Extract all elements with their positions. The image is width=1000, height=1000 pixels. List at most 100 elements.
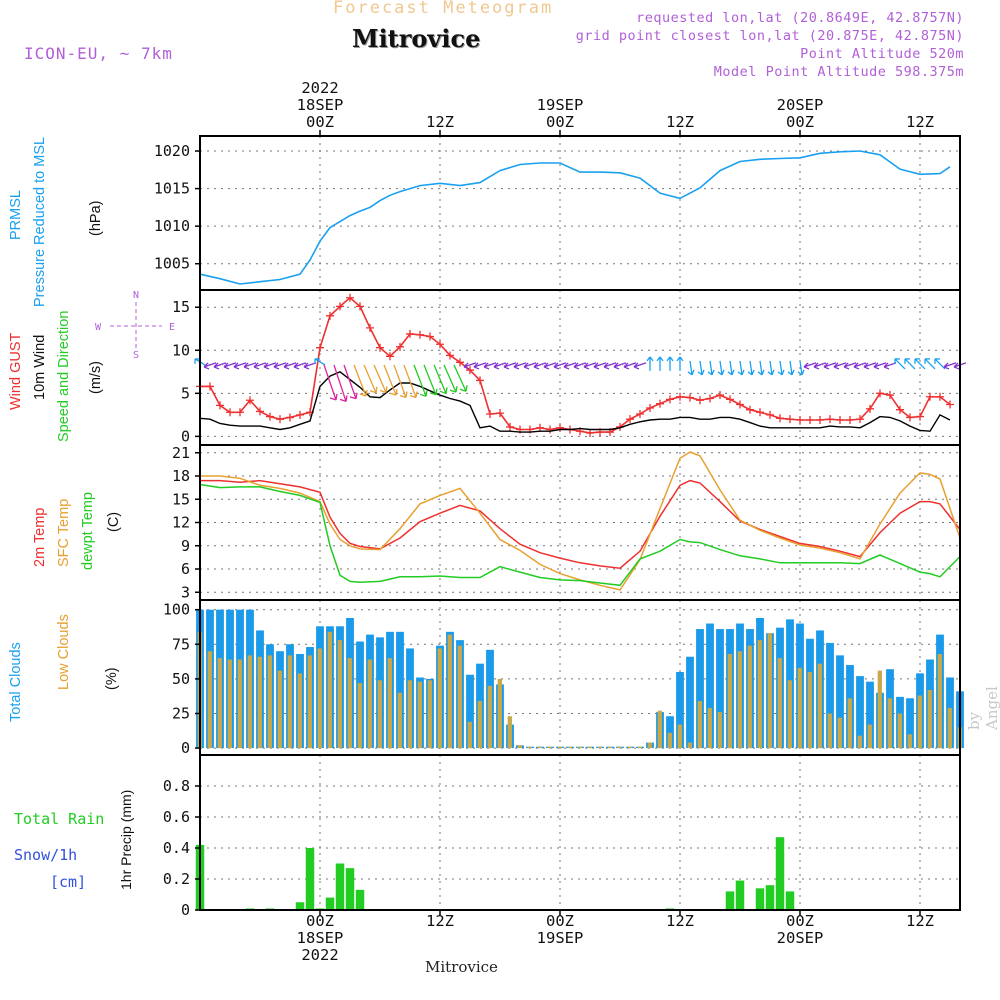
ytick-label: 6 (181, 560, 190, 578)
low-cloud-bar (497, 678, 502, 749)
wind-direction-arrow (303, 362, 317, 370)
low-cloud-bar (507, 716, 512, 749)
wind-direction-arrow (463, 362, 477, 370)
dewpt-line (199, 483, 961, 587)
total-cloud-bar (836, 655, 844, 749)
ytick-label: 9 (181, 537, 190, 555)
panel-frame-4 (199, 754, 961, 911)
gust-point (266, 412, 274, 421)
gust-point (886, 391, 894, 400)
low-cloud-bar (797, 667, 802, 749)
wind-direction-arrow (233, 362, 247, 370)
footer-site: Mitrovice (425, 958, 498, 976)
low-cloud-bar (807, 671, 812, 749)
compass-w-label: W (95, 322, 102, 333)
wind-direction-arrow (656, 356, 664, 371)
wind-direction-arrow (687, 360, 695, 376)
wind-direction-arrow (543, 362, 557, 370)
total-cloud-bar (906, 698, 914, 749)
low-cloud-bar (767, 633, 772, 749)
gust-point (796, 416, 804, 425)
gust-point (496, 409, 504, 418)
panel-frame-0 (199, 135, 961, 291)
wind-direction-arrow (353, 364, 368, 397)
low-cloud-bar (587, 746, 592, 749)
low-cloud-bar (487, 685, 492, 749)
low-cloud-bar (917, 695, 922, 749)
wind-direction-arrow (883, 362, 897, 370)
low-cloud-bar (447, 634, 452, 749)
gust-point (416, 330, 424, 339)
precip-bar (775, 837, 785, 910)
low-cloud-bar (737, 651, 742, 749)
wind-direction-arrow (833, 362, 847, 370)
low-cloud-bar (557, 746, 562, 749)
low-cloud-bar (757, 640, 762, 749)
gust-point (706, 394, 714, 403)
wind-direction-arrow (363, 364, 378, 394)
gust-point (636, 410, 644, 418)
low-cloud-bar (907, 734, 912, 749)
wind-direction-arrow (453, 364, 468, 392)
wind-direction-arrow (503, 362, 517, 370)
gust-point (676, 392, 684, 401)
wind-direction-arrow (803, 362, 817, 370)
ytick-label: 0.6 (163, 808, 190, 826)
gust-point (876, 389, 884, 398)
ytick-label: 21 (172, 444, 190, 462)
low-cloud-bar (577, 746, 582, 749)
wind-direction-arrow (787, 360, 795, 376)
wind-direction-arrow (646, 356, 654, 371)
wind-direction-arrow (767, 360, 775, 376)
low-cloud-bar (837, 717, 842, 749)
subtitle: Forecast Meteogram (333, 0, 554, 18)
gust-line (200, 296, 951, 434)
low-cloud-bar (517, 745, 522, 749)
low-cloud-bar (627, 746, 632, 749)
low-cloud-bar (317, 648, 322, 749)
wind-direction-arrow (213, 362, 227, 370)
wind-direction-arrow (403, 364, 418, 399)
wind-direction-arrow (666, 356, 674, 371)
gust-point (346, 293, 354, 302)
gust-point (906, 413, 914, 422)
gust-point (536, 423, 544, 432)
gust-point (366, 323, 374, 332)
total-cloud-bar (716, 629, 724, 749)
requested-coords: requested lon,lat (20.8649E, 42.8757N) (636, 10, 964, 26)
low-cloud-bar (257, 656, 262, 749)
wind-direction-arrow (676, 356, 684, 371)
wind-direction-arrow (757, 360, 765, 376)
low-cloud-bar (667, 732, 672, 749)
ytick-label: 0 (181, 427, 190, 445)
gust-point (776, 414, 784, 423)
ytick-label: 1015 (154, 180, 190, 198)
wind-direction-arrow (727, 360, 735, 376)
total-cloud-bar (826, 642, 834, 749)
wind-direction-arrow (904, 358, 916, 370)
wind-direction-arrow (747, 360, 755, 376)
gust-point (896, 405, 904, 414)
wind-direction-arrow (433, 364, 448, 394)
bottom-time-label: 18SEP (297, 929, 344, 947)
precip-bar (345, 868, 355, 910)
bottom-time-label: 12Z (906, 912, 934, 930)
wind-direction-arrow (823, 362, 837, 370)
rain-legend-total: Total Rain (14, 810, 105, 828)
low-cloud-bar (777, 658, 782, 749)
total-cloud-bar (466, 674, 474, 749)
total-cloud-bar (696, 629, 704, 749)
wind-direction-arrow (737, 360, 745, 376)
grid-point-coords: grid point closest lon,lat (20.875E, 42.… (575, 28, 964, 44)
ytick-label: 15 (172, 298, 190, 316)
wind-direction-arrow (613, 362, 627, 370)
bottom-time-label: 20SEP (777, 929, 824, 947)
gust-point (436, 340, 444, 349)
low-cloud-bar (347, 658, 352, 749)
wind-direction-arrow (253, 362, 267, 370)
t2m-line (200, 479, 961, 569)
gust-point (786, 415, 794, 424)
low-cloud-bar (367, 659, 372, 749)
wind-direction-arrow (423, 364, 438, 396)
